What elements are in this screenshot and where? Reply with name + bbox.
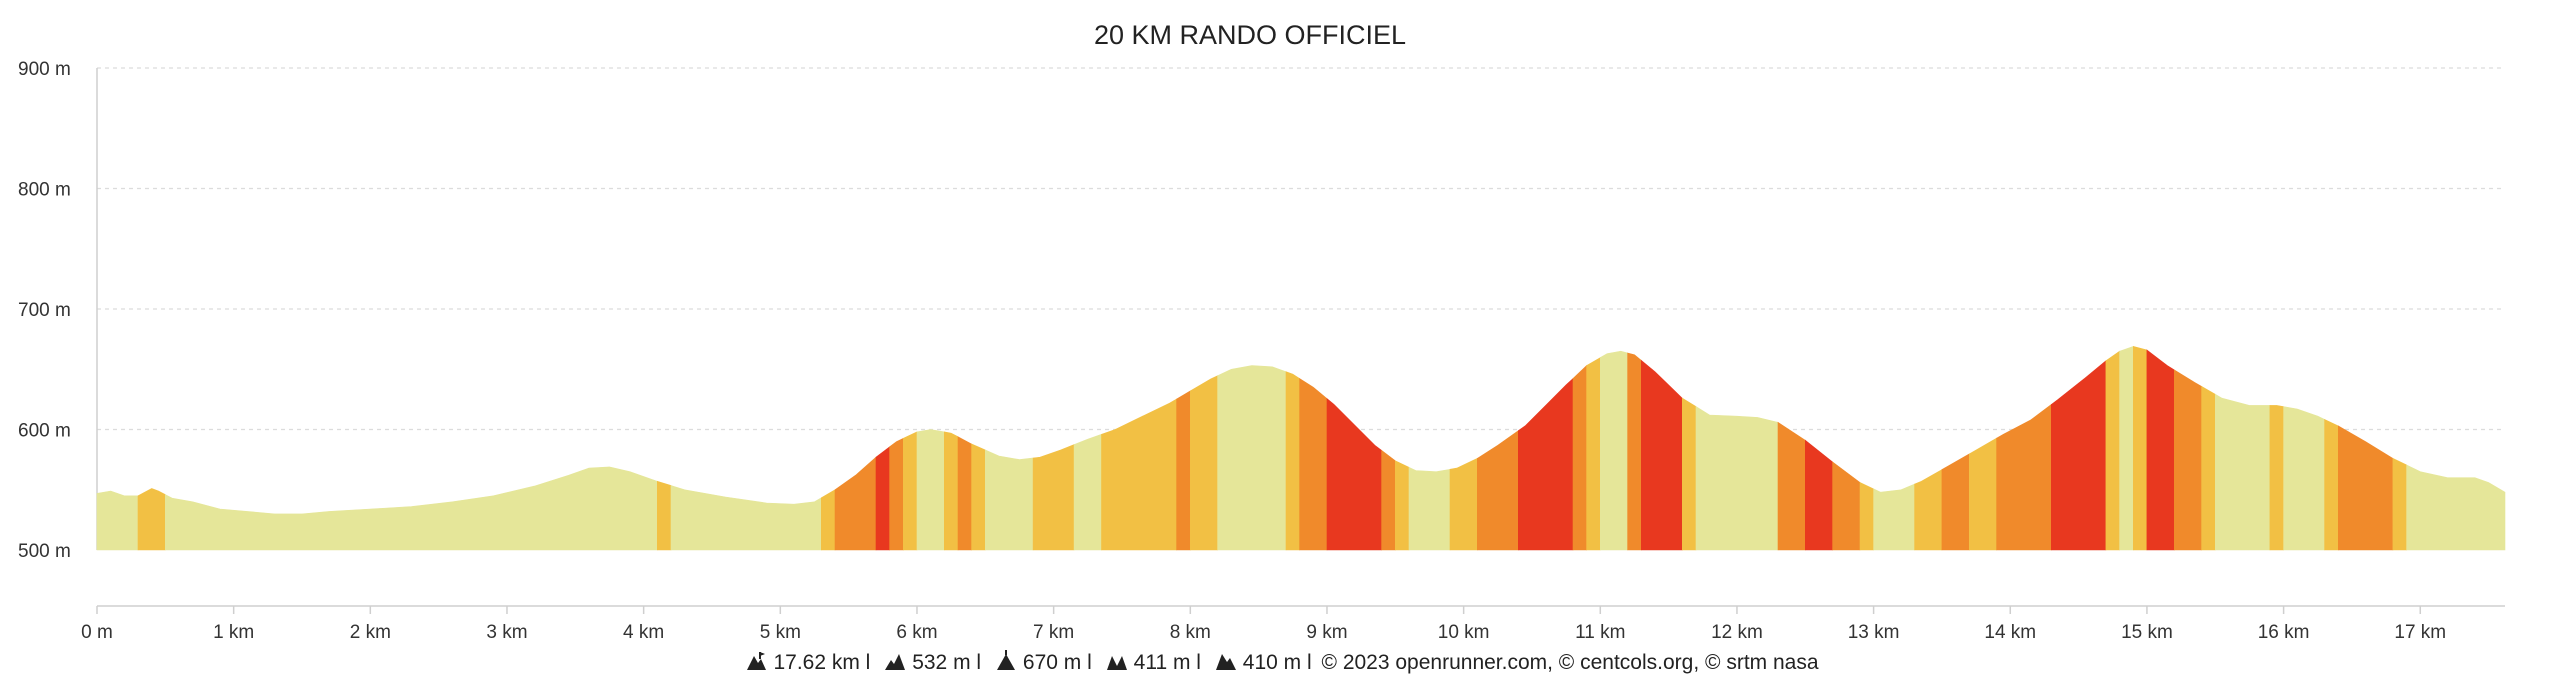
slope-segment-steep (1299, 377, 1328, 551)
max-altitude-icon (995, 650, 1017, 672)
slope-segment-steep (2174, 369, 2202, 551)
x-tick-label: 6 km (896, 622, 937, 643)
slope-segment-moderate (944, 431, 959, 551)
slope-segment-moderate (2133, 346, 2148, 551)
slope-segment-moderate (1586, 357, 1601, 551)
slope-segment-moderate (821, 489, 836, 551)
slope-segment-very-steep (2051, 360, 2107, 551)
x-tick-label: 4 km (623, 622, 664, 643)
slope-segment-flat (2215, 393, 2271, 551)
slope-segment-flat (165, 466, 658, 551)
x-tick-label: 17 km (2394, 622, 2446, 643)
slope-segment-moderate (1190, 375, 1218, 551)
x-tick-label: 11 km (1575, 622, 1625, 643)
x-tick-label: 15 km (2121, 622, 2173, 643)
chart-title: 20 KM RANDO OFFICIEL (1094, 20, 1406, 50)
footer-distance: 17.62 km l (773, 651, 871, 674)
footer-credits: © 2023 openrunner.com, © centcols.org, ©… (1321, 651, 1819, 674)
footer-min-altitude: 411 m l (1133, 651, 1201, 674)
slope-segment-flat (96, 490, 139, 551)
slope-segment-very-steep (875, 446, 890, 551)
slope-segment-moderate (2269, 405, 2284, 551)
slope-segment-moderate (2392, 457, 2407, 551)
y-tick-label: 800 m (18, 180, 71, 201)
slope-segment-very-steep (1326, 397, 1382, 551)
slope-segment-flat (985, 449, 1034, 551)
slope-segment-moderate (1449, 457, 1478, 551)
slope-segment-moderate (1682, 397, 1697, 551)
slope-segment-moderate (657, 480, 672, 551)
slope-segment-flat (1600, 350, 1628, 551)
slope-segment-steep (1941, 453, 1970, 551)
slope-segment-moderate (1032, 444, 1075, 551)
slope-segment-flat (1695, 406, 1779, 551)
x-tick-label: 9 km (1306, 622, 1347, 643)
slope-segment-flat (916, 429, 945, 551)
slope-segment-moderate (2324, 419, 2339, 551)
x-tick-label: 5 km (760, 622, 801, 643)
x-tick-label: 8 km (1170, 622, 1211, 643)
route-stats-footer: 17.62 km l 532 m l 670 m l 411 m l 410 m… (0, 650, 2560, 676)
descent-icon (1215, 650, 1237, 672)
x-tick-label: 7 km (1033, 622, 1074, 643)
slope-segment-steep (1832, 461, 1861, 551)
footer-max-altitude: 670 m l (1022, 651, 1092, 674)
slope-segment-moderate (1859, 482, 1874, 551)
x-tick-label: 16 km (2258, 622, 2310, 643)
x-tick-label: 1 km (213, 622, 254, 643)
slope-segment-steep (1627, 352, 1642, 551)
x-tick-label: 2 km (350, 622, 391, 643)
slope-segment-flat (1873, 483, 1915, 551)
x-tick-label: 13 km (1848, 622, 1900, 643)
slope-segment-moderate (1914, 469, 1943, 551)
slope-segment-steep (1572, 364, 1587, 551)
slope-segment-flat (1408, 466, 1451, 551)
footer-ascent: 532 m l (912, 651, 982, 674)
slope-segment-steep (1996, 403, 2052, 551)
slope-segment-moderate (137, 488, 166, 551)
slope-segment-flat (670, 485, 822, 551)
x-tick-label: 3 km (486, 622, 527, 643)
slope-segment-moderate (971, 443, 986, 551)
y-tick-label: 700 m (18, 300, 71, 321)
slope-segment-flat (1217, 365, 1287, 551)
y-tick-label: 500 m (18, 541, 71, 562)
slope-segment-moderate (2105, 350, 2120, 551)
slope-segment-steep (834, 456, 877, 551)
slope-segment-moderate (2201, 385, 2216, 551)
slope-segment-very-steep (1641, 359, 1683, 551)
slope-segment-steep (1381, 449, 1396, 551)
y-tick-label: 600 m (18, 421, 71, 442)
x-tick-label: 0 m (81, 622, 113, 643)
ascent-icon (884, 650, 906, 672)
slope-segment-steep (889, 437, 904, 551)
slope-segment-moderate (1285, 371, 1300, 551)
slope-segment-very-steep (1805, 439, 1833, 551)
slope-segment-flat (2119, 345, 2134, 551)
footer-descent: 410 m l (1242, 651, 1312, 674)
slope-segment-steep (1477, 430, 1519, 551)
slope-segment-very-steep (1518, 377, 1574, 551)
slope-segment-steep (1777, 421, 1806, 551)
slope-segment-steep (957, 436, 972, 551)
slope-segment-steep (2338, 425, 2394, 551)
x-tick-label: 14 km (1984, 622, 2036, 643)
slope-segment-flat (2406, 464, 2506, 551)
slope-segment-moderate (1969, 437, 1997, 551)
slope-segment-flat (2283, 406, 2325, 551)
min-altitude-icon (1106, 650, 1128, 672)
slope-segment-moderate (1395, 460, 1410, 551)
slope-segment-flat (1073, 433, 1102, 551)
slope-segment-moderate (903, 431, 918, 551)
x-tick-label: 10 km (1438, 622, 1490, 643)
slope-segment-steep (1176, 390, 1191, 551)
slope-segment-very-steep (2146, 349, 2175, 551)
slope-segment-moderate (1101, 398, 1177, 551)
distance-icon (745, 650, 767, 672)
x-tick-label: 12 km (1711, 622, 1763, 643)
y-tick-label: 900 m (18, 59, 71, 80)
